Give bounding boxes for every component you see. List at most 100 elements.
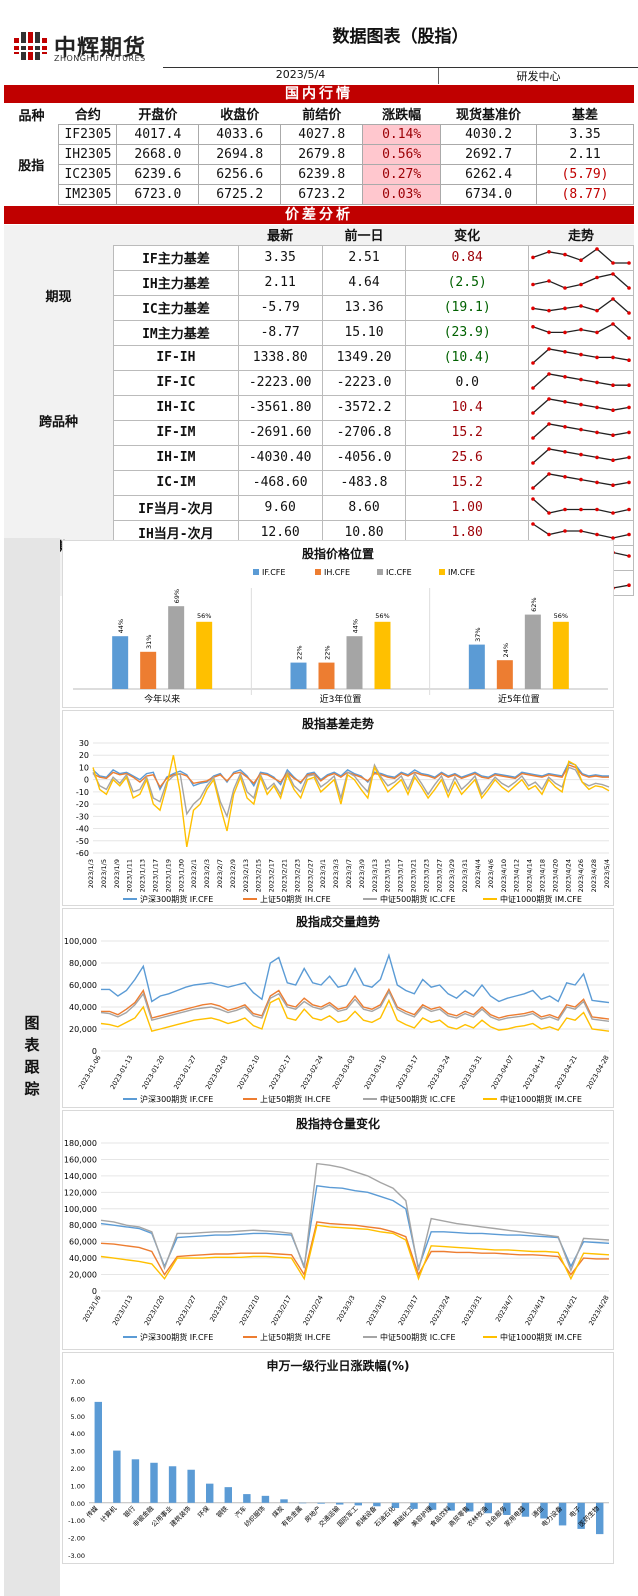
sparkline [527,419,635,446]
y-tick-label: 100,000 [64,937,97,946]
bar [187,1469,195,1503]
bar [346,636,363,689]
bar [540,1502,548,1519]
bar [196,621,213,689]
sparkline-point [579,327,583,331]
data-label: 56% [197,612,211,620]
y-tick-label: 160,000 [64,1155,97,1164]
x-tick-label: 2023/2/21 [281,859,289,892]
tracking-sidebar [4,538,60,1596]
x-tick-label: 2023/5/4 [603,859,611,888]
series-line [100,1185,610,1271]
x-tick-label: 煤炭 [270,1503,286,1519]
x-tick-label: 2023-03-17 [394,1054,420,1091]
x-tick-label: 2023/4/14 [524,1294,548,1327]
legend-label: 中证1000期货 IM.CFE [500,894,582,904]
sparkline-point [627,430,631,434]
logo-subtext: ZHONGHUI FUTURES [54,54,146,63]
sparkline-point [627,357,631,362]
x-tick-label: 2023/4/18 [539,859,547,892]
x-tick-label: 2023/3/23 [422,859,430,892]
series-line [92,761,609,792]
x-tick-label: 2023-04-07 [490,1054,516,1091]
bar [354,1502,362,1506]
prev-value: 8.60 [321,494,407,521]
y-tick-label: 20,000 [69,1025,97,1034]
data-label: 24% [502,643,510,657]
series-line [101,952,610,1004]
data-label: 31% [145,635,153,649]
legend-label: 中证1000期货 IM.CFE [500,1332,582,1342]
bar [503,1502,511,1515]
x-tick-label: 有色金属 [279,1504,304,1529]
series-line [101,987,610,1020]
sparkline-point [579,427,583,431]
y-tick-label: 60,000 [69,1238,97,1247]
open-price: 4017.4 [116,123,200,145]
x-tick-label: 2023/4/28 [590,859,598,892]
sparkline-point [611,355,615,359]
x-tick-label: 今年以来 [144,693,180,705]
x-tick-label: 传媒 [84,1503,100,1519]
change-value: (23.9) [405,319,529,346]
spread-row: IH主力基差 2.11 4.64 (2.5) [4,269,635,296]
legend-label: IH.CFE [324,568,350,577]
bar [484,1502,492,1514]
sparkline-point [547,330,551,334]
x-tick-label: 2023/1/27 [174,1294,198,1327]
spread-row: IF-IM -2691.60 -2706.8 15.2 [4,419,635,446]
x-tick-label: 2023/3/3 [332,859,340,888]
prev-value: -4056.0 [321,444,407,471]
x-tick-label: 2023/2/15 [255,859,263,892]
bar [466,1502,474,1512]
sparkline-point [563,374,567,379]
y-tick-label: 1.00 [71,1482,85,1490]
y-tick-label: 40,000 [69,1254,97,1263]
basis-trend-chart: 股指基差走势 30 20 10 0 -10 -20 -30 -40 -50 -60 2023/1/3… [62,710,614,906]
sparkline-point [563,528,567,533]
x-tick-label: 2023/3/1 [319,859,327,888]
sparkline-point [531,410,535,415]
change-value: 0.84 [405,244,529,271]
spread-item-label: IM主力基差 [113,319,239,346]
bar [131,1459,140,1503]
change-value: 10.4 [405,394,529,421]
sparkline-point [579,282,583,286]
market-col-header: 收盘价 [220,108,260,124]
chart-title: 股指持仓量变化 [295,1117,380,1131]
x-tick-label: 2023/1/13 [139,859,147,892]
spread-item-label: IF-IH [113,344,239,371]
x-tick-label: 2023-01-13 [109,1054,135,1091]
x-tick-label: 2023/2/24 [301,1294,325,1327]
spread-row: 跨期IF当月-次月9.608.601.00 [4,494,635,595]
sparkline-point [627,310,631,315]
bar [113,1450,121,1503]
legend-label: IF.CFE [262,568,285,577]
prev-value: -3572.2 [321,394,407,421]
bar [577,1502,585,1529]
close-price: 4033.6 [198,123,282,145]
chart-legend: IF.CFE IH.CFE IC.CFE IM.CFE [253,568,475,577]
sparkline [527,469,635,496]
market-section-header: 国内行情 [4,85,634,103]
x-tick-label: 2023/2/3 [203,859,211,888]
x-tick-label: 2023/2/1 [190,859,198,888]
x-tick-label: 2023/2/23 [293,859,301,892]
sparkline-point [611,260,615,265]
spread-col-header: 变化 [405,225,529,245]
sparkline-point [611,407,615,412]
bar [596,1502,604,1535]
basis-value: (5.79) [536,163,634,185]
x-tick-label: 2023/1/30 [177,859,185,892]
bar [112,636,129,689]
close-price: 6725.2 [198,183,282,205]
spot-price: 6262.4 [440,163,538,185]
y-tick-label: 20 [79,751,89,760]
sparkline-point [627,582,631,587]
series-line [100,1221,609,1277]
sparkline-point [563,330,567,334]
data-label: 56% [375,612,389,620]
y-tick-label: 60,000 [69,981,97,990]
open-price: 2668.0 [116,143,200,165]
bar [336,1502,344,1505]
